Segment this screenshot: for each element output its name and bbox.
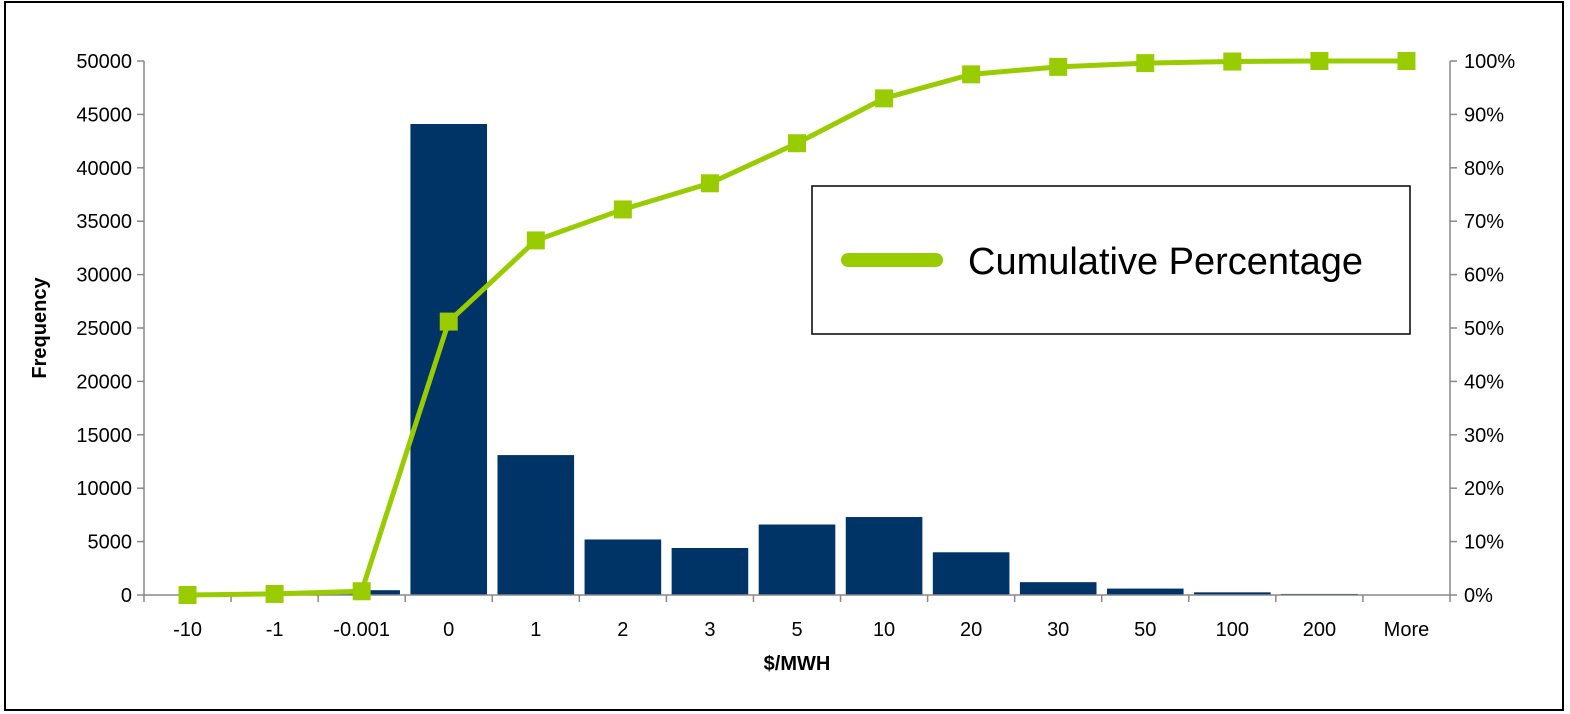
x-tick-label: 20 [960, 619, 982, 641]
bar [1106, 588, 1184, 595]
bar [845, 517, 923, 595]
right-tick-label: 70% [1464, 211, 1504, 233]
bar [497, 455, 575, 595]
x-tick-label: 10 [873, 619, 895, 641]
right-tick-label: 100% [1464, 51, 1515, 73]
left-tick-label: 40000 [76, 158, 132, 180]
bar [410, 124, 488, 596]
x-axis-title: $/MWH [764, 653, 831, 675]
legend-label: Cumulative Percentage [968, 241, 1363, 283]
left-tick-label: 0 [121, 585, 132, 607]
cumulative-point [1223, 52, 1242, 71]
right-tick-label: 0% [1464, 585, 1493, 607]
x-tick-label: More [1384, 619, 1430, 641]
right-tick-label: 90% [1464, 104, 1504, 126]
legend: Cumulative Percentage [811, 185, 1411, 335]
bar [584, 539, 662, 595]
cumulative-point [526, 231, 545, 250]
right-tick-label: 40% [1464, 371, 1504, 393]
x-tick-label: 5 [791, 619, 802, 641]
cumulative-point [1136, 54, 1155, 73]
left-tick-label: 30000 [76, 265, 132, 287]
histogram-chart: 0 5000 10000 15000 20000 25000 30000 35000 40000… [29, 51, 1515, 675]
left-tick-label: 50000 [76, 51, 132, 73]
bar [1019, 582, 1097, 595]
right-tick-label: 50% [1464, 318, 1504, 340]
cumulative-point [1310, 52, 1329, 70]
cumulative-point [788, 134, 806, 153]
cumulative-point [352, 582, 371, 601]
x-tick-label: 2 [617, 619, 628, 641]
left-tick-label: 35000 [76, 211, 132, 233]
x-tick-label: 100 [1216, 619, 1249, 641]
bar [671, 548, 749, 595]
labels-group: 0 5000 10000 15000 20000 25000 30000 35000 40000… [29, 51, 1515, 675]
x-tick-label: 1 [530, 619, 541, 641]
cumulative-point [962, 65, 981, 84]
left-tick-label: 25000 [76, 318, 132, 340]
left-tick-label: 45000 [76, 104, 132, 126]
x-tick-label: 200 [1303, 619, 1336, 641]
bar [1194, 592, 1271, 595]
x-tick-label: 0 [443, 619, 454, 641]
bar [758, 524, 836, 595]
cumulative-point [265, 584, 284, 603]
right-tick-label: 60% [1464, 265, 1504, 287]
right-tick-label: 80% [1464, 158, 1504, 180]
cumulative-point [875, 89, 894, 108]
cumulative-point [700, 174, 719, 193]
left-tick-label: 20000 [76, 371, 132, 393]
left-tick-label: 5000 [88, 532, 133, 554]
cumulative-point [1397, 52, 1416, 70]
right-tick-label: 30% [1464, 425, 1504, 447]
bar [932, 552, 1010, 595]
bars-group [236, 124, 1358, 596]
x-tick-label: -1 [266, 619, 284, 641]
left-tick-label: 10000 [76, 478, 132, 500]
x-tick-label: 3 [704, 619, 715, 641]
right-tick-label: 10% [1464, 532, 1504, 554]
left-tick-label: 15000 [76, 425, 132, 447]
chart-frame: 0 5000 10000 15000 20000 25000 30000 35000 40000… [4, 1, 1564, 711]
right-tick-label: 20% [1464, 478, 1504, 500]
cumulative-point [1049, 57, 1068, 76]
y-axis-title: Frequency [29, 277, 51, 379]
cumulative-line-group [178, 52, 1416, 604]
x-tick-label: -10 [173, 619, 202, 641]
x-tick-label: 50 [1134, 619, 1156, 641]
cumulative-point [613, 200, 632, 219]
cumulative-point [439, 312, 458, 331]
cumulative-point [178, 586, 197, 604]
x-tick-label: -0.001 [333, 619, 390, 641]
x-tick-label: 30 [1047, 619, 1069, 641]
